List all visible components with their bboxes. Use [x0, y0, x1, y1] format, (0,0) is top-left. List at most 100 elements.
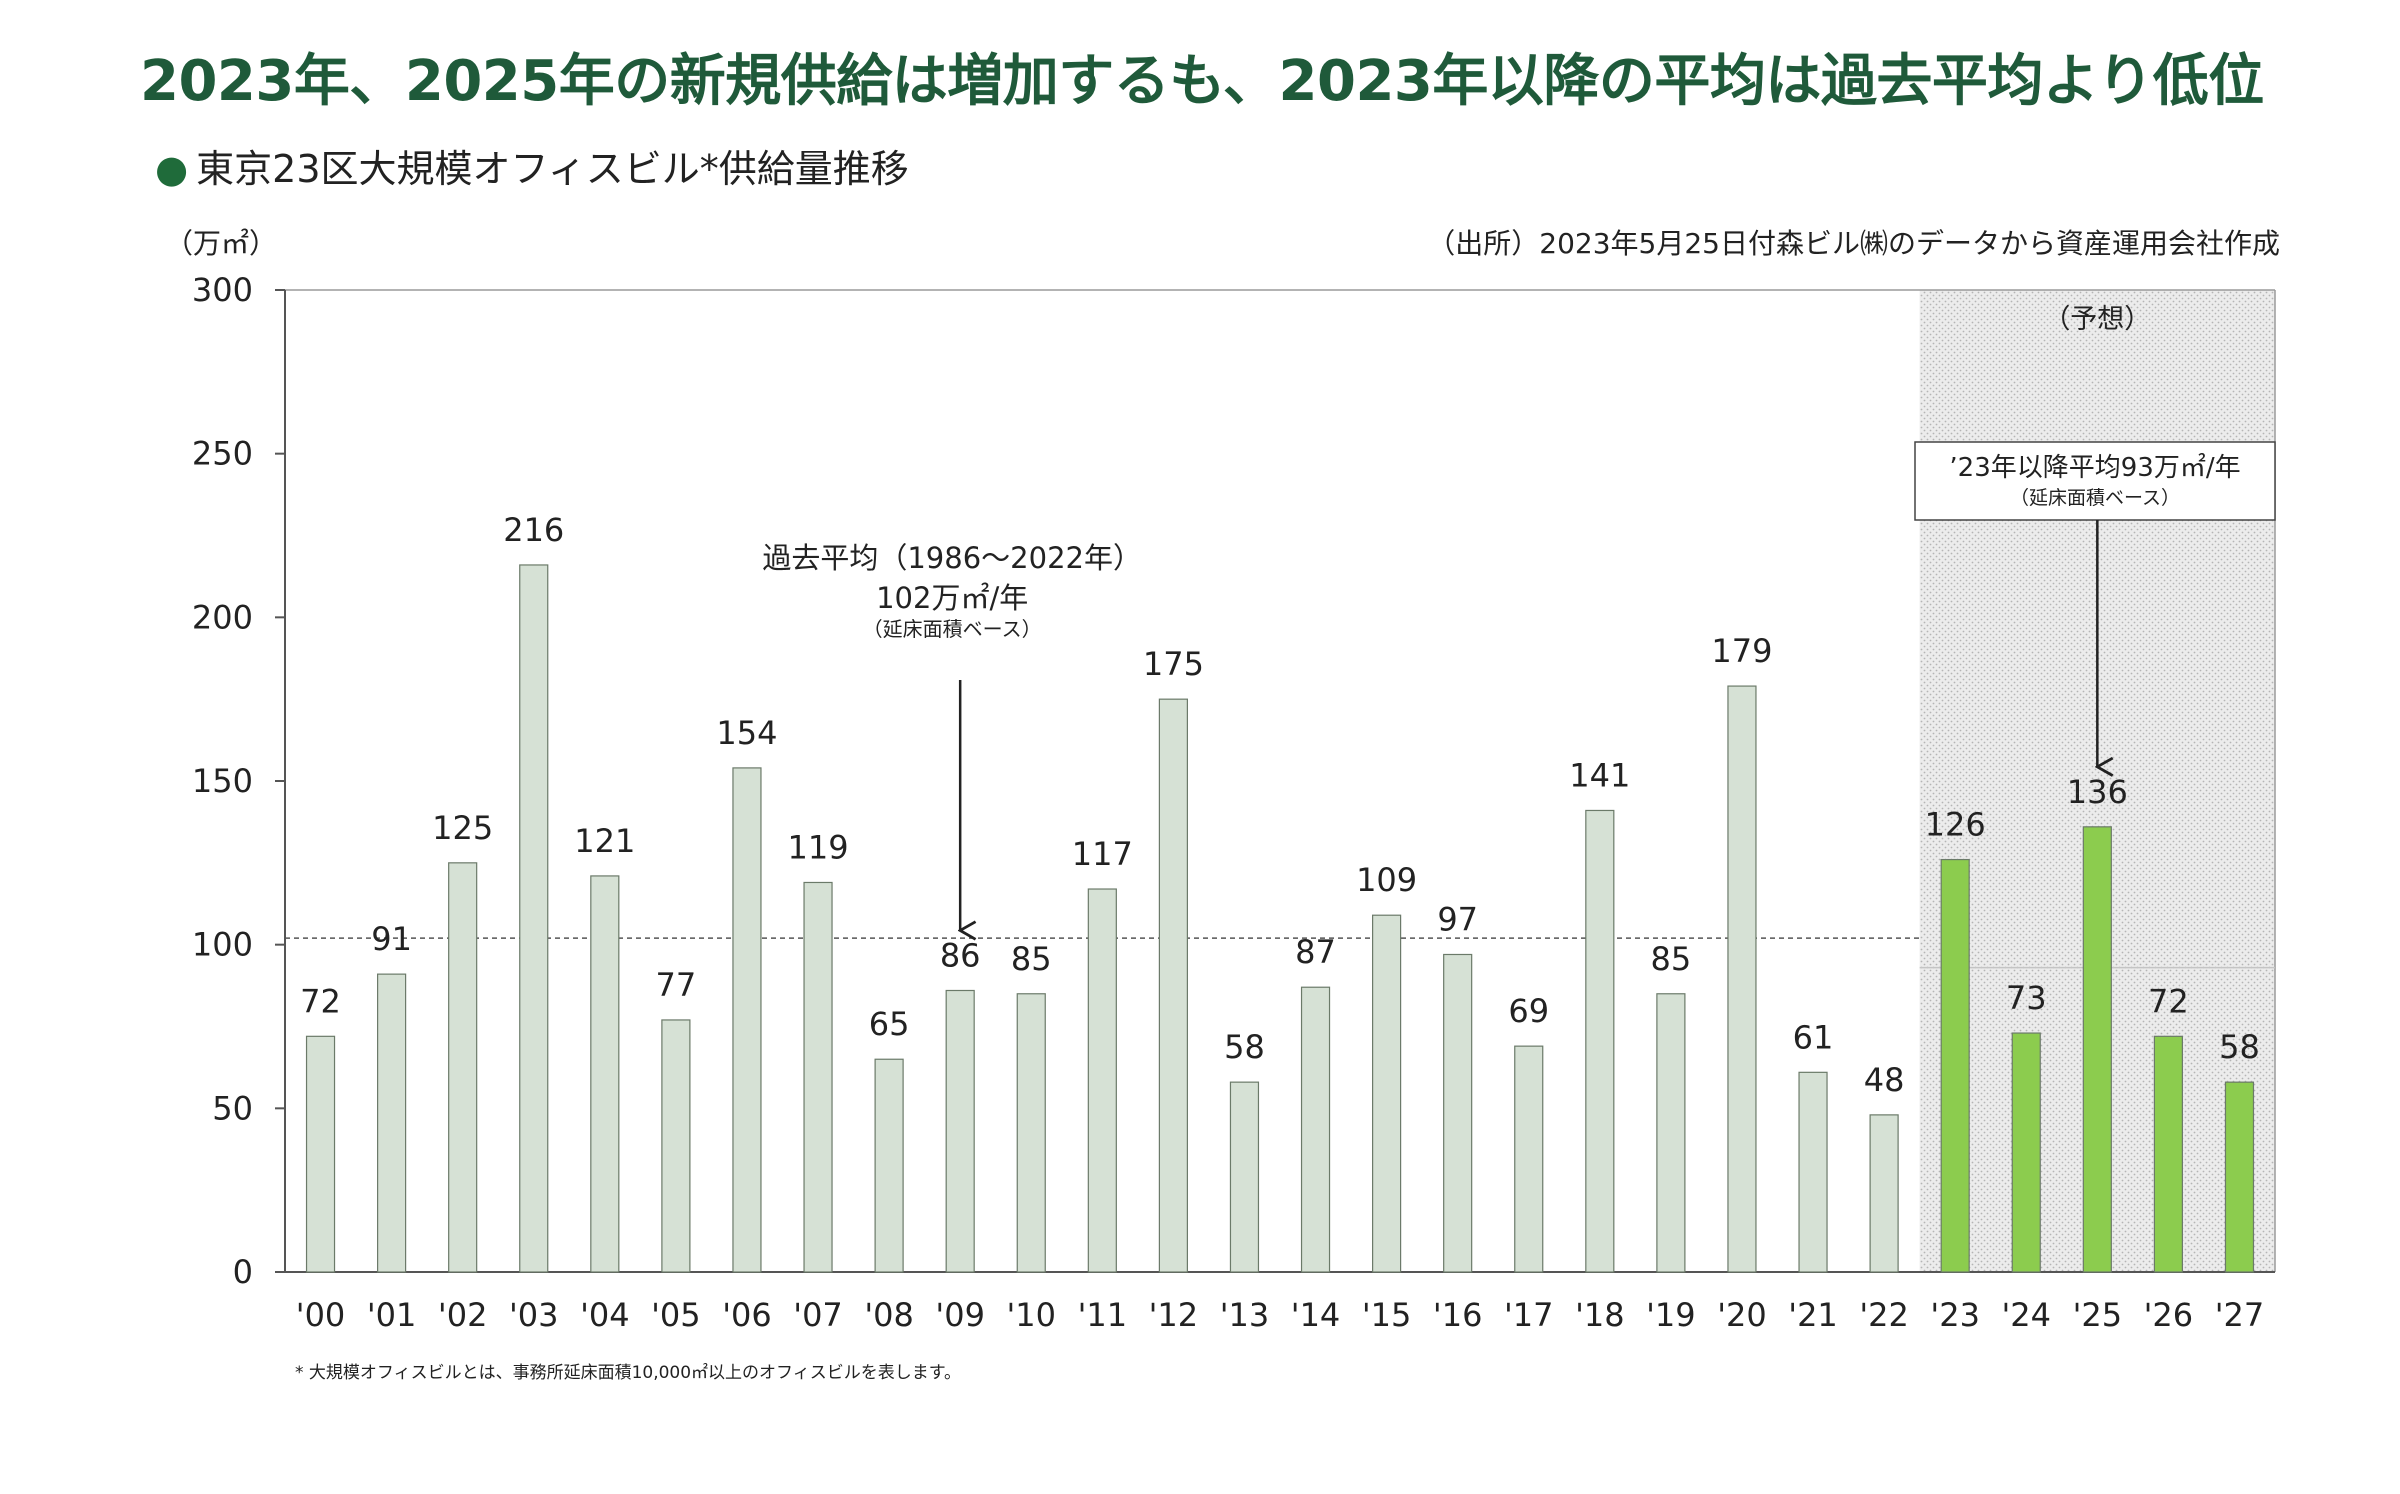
y-tick-label: 0	[233, 1253, 253, 1291]
forecast-average-note-line2: （延床面積ベース）	[2010, 487, 2180, 509]
bar-'27	[2224, 1081, 2255, 1273]
x-tick-label: '25	[2073, 1296, 2123, 1334]
x-tick-label: '04	[580, 1296, 630, 1334]
past-average-note-line3: （延床面積ベース）	[863, 617, 1042, 641]
data-label: 85	[1011, 940, 1052, 978]
bar-'01	[377, 973, 407, 1273]
x-tick-label: '06	[722, 1296, 772, 1334]
forecast-average-box	[1914, 441, 2276, 521]
bar-'08	[874, 1058, 904, 1273]
x-tick-label: '14	[1291, 1296, 1341, 1334]
data-label: 86	[940, 936, 981, 974]
bar-'04	[590, 875, 620, 1273]
data-label: 77	[656, 966, 697, 1004]
data-label: 61	[1793, 1018, 1834, 1056]
source-note: （出所）2023年5月25日付森ビル㈱のデータから資産運用会社作成	[1427, 227, 2280, 260]
x-tick-label: '12	[1149, 1296, 1199, 1334]
bar-'26	[2153, 1035, 2183, 1273]
past-average-note-line2: 102万㎡/年	[876, 581, 1028, 615]
data-label: 85	[1651, 940, 1692, 978]
y-tick-label: 200	[192, 598, 253, 636]
data-label: 126	[1925, 806, 1986, 844]
x-tick-label: '01	[367, 1296, 417, 1334]
x-tick-label: '27	[2215, 1296, 2265, 1334]
x-tick-label: '17	[1504, 1296, 1554, 1334]
data-label: 65	[869, 1005, 910, 1043]
data-label: 97	[1437, 900, 1478, 938]
bar-'07	[803, 881, 833, 1273]
y-tick-label: 100	[192, 926, 253, 964]
data-label: 87	[1295, 933, 1336, 971]
bar-'22	[1869, 1114, 1899, 1273]
data-label: 72	[2148, 982, 2189, 1020]
data-label: 48	[1864, 1061, 1905, 1099]
forecast-average-note-line1: ’23年以降平均93万㎡/年	[1949, 453, 2240, 483]
x-tick-label: '13	[1220, 1296, 1270, 1334]
x-tick-label: '08	[864, 1296, 914, 1334]
past-average-note-line1: 過去平均（1986～2022年）	[762, 541, 1142, 575]
data-label: 72	[300, 982, 341, 1020]
bar-'20	[1727, 685, 1757, 1273]
data-label: 125	[432, 809, 493, 847]
x-tick-label: '16	[1433, 1296, 1483, 1334]
bar-'09	[945, 989, 975, 1273]
bar-'16	[1443, 953, 1473, 1273]
bar-'24	[2011, 1032, 2041, 1273]
x-tick-label: '00	[296, 1296, 346, 1334]
y-tick-label: 300	[192, 271, 253, 309]
bar-'06	[732, 767, 762, 1273]
x-tick-label: '10	[1006, 1296, 1056, 1334]
footnote: * 大規模オフィスビルとは、事務所延床面積10,000㎡以上のオフィスビルを表し…	[295, 1363, 962, 1383]
y-tick-label: 150	[192, 762, 253, 800]
bar-'18	[1585, 809, 1615, 1273]
data-label: 175	[1143, 645, 1204, 683]
bar-'14	[1300, 986, 1331, 1273]
data-label: 154	[716, 714, 777, 752]
data-label: 141	[1569, 756, 1630, 794]
bar-'10	[1016, 993, 1046, 1273]
data-label: 117	[1072, 835, 1133, 873]
data-label: 179	[1711, 632, 1772, 670]
data-label: 136	[2067, 773, 2128, 811]
bar-'23	[1940, 858, 1970, 1273]
bar-'12	[1158, 698, 1188, 1273]
bar-'11	[1087, 888, 1117, 1273]
x-tick-label: '09	[935, 1296, 985, 1334]
data-label: 58	[1224, 1028, 1265, 1066]
y-tick-label: 250	[192, 435, 253, 473]
x-tick-label: '11	[1078, 1296, 1128, 1334]
x-tick-label: '18	[1575, 1296, 1625, 1334]
x-tick-label: '19	[1646, 1296, 1696, 1334]
data-label: 216	[503, 511, 564, 549]
data-label: 109	[1356, 861, 1417, 899]
bar-'19	[1656, 993, 1686, 1273]
chart-subtitle-text: 東京23区大規模オフィスビル*供給量推移	[196, 147, 909, 191]
data-label: 73	[2006, 979, 2047, 1017]
bar-'25	[2082, 826, 2112, 1273]
bar-'00	[305, 1035, 336, 1273]
bar-'03	[519, 564, 549, 1273]
x-tick-label: '22	[1859, 1296, 1909, 1334]
x-tick-label: '24	[2001, 1296, 2051, 1334]
y-axis-unit: （万㎡）	[165, 227, 278, 260]
bar-'15	[1372, 914, 1402, 1273]
x-tick-label: '03	[509, 1296, 559, 1334]
bar-'21	[1798, 1071, 1828, 1273]
x-tick-label: '20	[1717, 1296, 1767, 1334]
data-label: 119	[787, 828, 848, 866]
bar-'02	[448, 862, 478, 1273]
data-label: 121	[574, 822, 635, 860]
data-label: 69	[1508, 992, 1549, 1030]
x-tick-label: '15	[1362, 1296, 1412, 1334]
forecast-label: （予想）	[2043, 304, 2151, 335]
headline: 2023年、2025年の新規供給は増加するも、2023年以降の平均は過去平均より…	[140, 49, 2264, 114]
x-tick-label: '05	[651, 1296, 701, 1334]
data-label: 58	[2219, 1028, 2260, 1066]
y-tick-label: 50	[212, 1089, 253, 1127]
bar-'05	[661, 1019, 691, 1273]
x-tick-label: '23	[1930, 1296, 1980, 1334]
bullet-dot-icon: ●	[155, 147, 189, 191]
bar-'17	[1514, 1045, 1544, 1273]
bar-'13	[1229, 1081, 1260, 1273]
